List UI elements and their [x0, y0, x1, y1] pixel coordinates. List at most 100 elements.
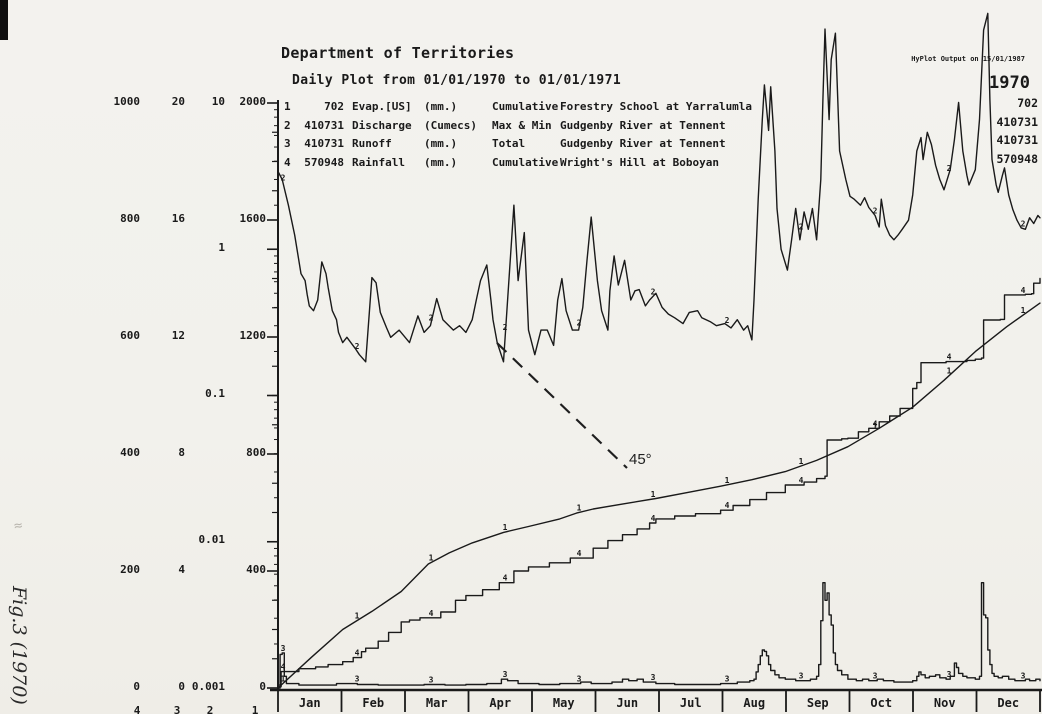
y-axis-tick-label: 16 [171, 212, 185, 225]
y-axis-tick-label: 600 [120, 329, 140, 342]
series-3-marker: 3 [503, 670, 508, 679]
legend-variable: Rainfall [352, 155, 405, 169]
legend-unit: (mm.) [424, 99, 458, 113]
legend-series-number: 1 [284, 99, 291, 113]
month-label: Apr [489, 696, 512, 710]
series-4-marker: 4 [503, 574, 508, 583]
station-number-label: 410731 [996, 114, 1038, 129]
axis-series-id: 1 [251, 704, 259, 714]
series-3-curve [277, 582, 1041, 686]
series-2-marker: 2 [651, 287, 656, 296]
series-3-marker: 3 [355, 675, 360, 684]
month-label: May [552, 696, 575, 710]
y-axis-tick-label: 0.1 [205, 387, 225, 400]
legend-series-number: 4 [284, 155, 291, 169]
y-axis-tick-label: 20 [171, 95, 185, 108]
legend-station-number: 570948 [304, 155, 344, 169]
series-2-marker: 2 [281, 173, 286, 182]
month-label: Jun [616, 696, 639, 710]
y-axis-tick-label: 0 [133, 680, 140, 693]
y-axis-tick-label: 0 [178, 680, 185, 693]
series-1-marker: 1 [577, 503, 582, 512]
series-2-marker: 2 [873, 206, 878, 215]
y-axis-tick-label: 1000 [113, 95, 141, 108]
series-1-marker: 1 [503, 523, 508, 532]
y-axis-tick-label: 1200 [239, 329, 267, 342]
legend-type: Cumulative [492, 155, 559, 169]
y-axis-tick-label: 12 [171, 329, 185, 342]
axis-series-id: 3 [173, 704, 181, 714]
series-4-marker: 4 [429, 609, 434, 618]
series-2-marker: 2 [503, 323, 508, 332]
series-1-marker: 1 [799, 457, 804, 466]
series-2-curve [277, 12, 1041, 363]
y-axis-tick-label: 8 [178, 446, 185, 459]
y-axis-tick-label: 400 [120, 446, 140, 459]
y-axis-tick-label: 1600 [239, 212, 267, 225]
month-label: Jul [679, 696, 702, 710]
series-1-marker: 1 [651, 490, 656, 499]
series-3-marker: 3 [1021, 672, 1026, 681]
series-4-marker: 4 [1021, 286, 1026, 295]
legend-unit: (Cumecs) [424, 118, 477, 132]
month-label: Jan [298, 696, 321, 710]
station-number-label: 702 [1017, 96, 1038, 110]
legend-type: Max & Min [492, 118, 552, 132]
series-2-marker: 2 [799, 222, 804, 231]
series-4-curve [277, 277, 1041, 689]
year-label: 1970 [989, 73, 1030, 93]
legend-unit: (mm.) [424, 137, 458, 151]
series-3-marker: 3 [799, 672, 804, 681]
station-number-label: 410731 [996, 133, 1038, 148]
series-4-marker: 4 [725, 501, 730, 510]
series-3-marker: 3 [429, 675, 434, 684]
series-1-marker: 1 [873, 422, 878, 431]
series-2-marker: 2 [947, 164, 952, 173]
series-2-marker: 2 [1021, 219, 1026, 228]
series-4-marker: 4 [799, 476, 804, 485]
legend-row: 2 410731 Discharge (Cumecs) Max & Min Gudgenb… [284, 116, 752, 135]
month-label: Aug [743, 696, 766, 710]
legend-station-number: 410731 [304, 118, 344, 132]
scan-artifact-corner-bar [0, 0, 8, 40]
series-2-marker: 2 [429, 314, 434, 323]
legend-location: Gudgenby River at Tennent [560, 118, 726, 132]
series-1-marker: 1 [1021, 306, 1026, 315]
legend-series-number: 2 [284, 118, 291, 132]
series-3-marker: 3 [651, 673, 656, 682]
series-4-marker: 4 [873, 419, 878, 428]
series-3-marker: 3 [873, 672, 878, 681]
legend-series-number: 3 [284, 137, 291, 151]
legend-station-number: 410731 [304, 137, 344, 151]
series-1-marker: 1 [355, 612, 360, 621]
series-1-curve [277, 302, 1041, 689]
series-2-marker: 2 [725, 316, 730, 325]
month-label: Sep [806, 696, 829, 710]
legend-row: 4 570948 Rainfall (mm.) Cumulative Wright's H… [284, 153, 752, 172]
legend-location: Wright's Hill at Boboyan [560, 155, 719, 169]
y-axis-tick-label: 200 [120, 563, 140, 576]
y-axis-tick-label: 2000 [239, 95, 267, 108]
series-3-marker: 3 [577, 675, 582, 684]
series-1-marker: 1 [429, 554, 434, 563]
figure-caption: Fig.3 (1970) [8, 586, 30, 705]
series-1-marker: 1 [947, 367, 952, 376]
month-label: Dec [997, 696, 1020, 710]
axis-series-id: 4 [133, 704, 141, 714]
legend-unit: (mm.) [424, 155, 458, 169]
y-axis-tick-label: 800 [120, 212, 140, 225]
legend-type: Total [492, 137, 526, 151]
month-label: Oct [870, 696, 893, 710]
y-axis-tick-label: 800 [246, 446, 266, 459]
angle-annotation-label: 45° [629, 451, 652, 468]
series-2-marker: 2 [577, 319, 582, 328]
y-axis-tick-label: 0.01 [198, 533, 226, 546]
page-title: Department of Territories [281, 44, 515, 62]
month-label: Nov [933, 696, 956, 710]
series-4-marker: 4 [355, 649, 360, 658]
station-number-label: 570948 [996, 152, 1038, 167]
y-axis-tick-label: 0.001 [191, 680, 225, 693]
series-4-marker: 4 [947, 353, 952, 362]
legend-variable: Discharge [352, 118, 412, 132]
